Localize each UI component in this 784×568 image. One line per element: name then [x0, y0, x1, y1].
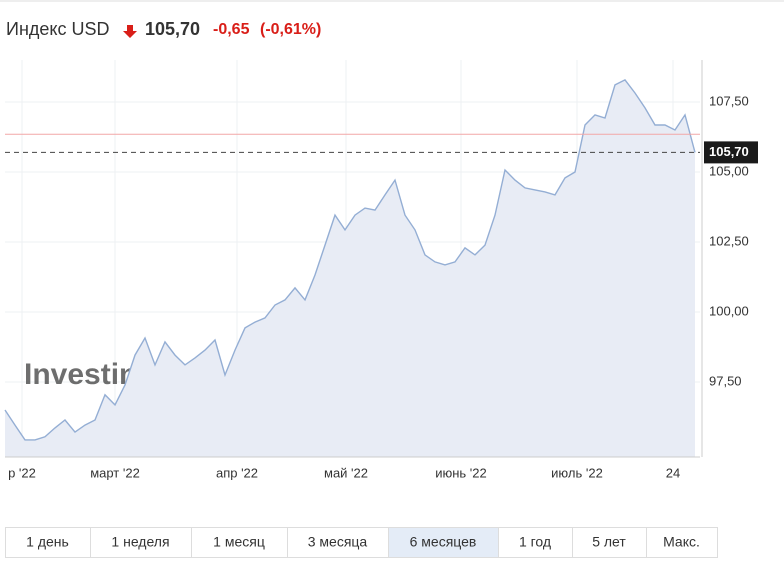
period-label[interactable]: 1 день	[26, 534, 69, 550]
x-tick-label: р '22	[8, 465, 36, 480]
price-line	[4, 79, 696, 441]
period-button[interactable]	[90, 527, 192, 558]
change-pct: (-0,61%)	[260, 21, 321, 38]
period-label[interactable]: 5 лет	[592, 534, 626, 550]
x-tick-label: 24	[666, 465, 680, 480]
x-tick-label: март '22	[90, 465, 140, 480]
title: Индекс USD	[6, 19, 109, 39]
period-label[interactable]: Макс.	[663, 534, 700, 550]
y-tick-label: 97,50	[709, 373, 742, 388]
x-tick-label: июнь '22	[435, 465, 487, 480]
y-tick-label: 100,00	[709, 303, 749, 318]
period-button[interactable]	[191, 527, 288, 558]
period-button[interactable]	[572, 527, 647, 558]
y-tick-label: 107,50	[709, 93, 749, 108]
period-button[interactable]	[646, 527, 718, 558]
last-price-box	[704, 141, 758, 164]
period-button[interactable]	[498, 527, 573, 558]
last-price-label: 105,70	[709, 144, 749, 159]
period-label[interactable]: 1 месяц	[213, 534, 265, 550]
y-tick-label: 102,50	[709, 233, 749, 248]
price: 105,70	[145, 19, 200, 39]
period-label[interactable]: 1 год	[519, 534, 551, 550]
x-tick-label: апр '22	[216, 465, 258, 480]
period-label[interactable]: 6 месяцев	[410, 534, 477, 550]
period-button[interactable]	[287, 527, 389, 558]
area-fill	[5, 79, 695, 458]
period-label[interactable]: 1 неделя	[111, 534, 169, 550]
x-tick-label: май '22	[324, 465, 368, 480]
y-tick-label: 105,00	[709, 163, 749, 178]
x-tick-label: июль '22	[551, 465, 603, 480]
down-arrow	[123, 25, 137, 38]
period-button[interactable]	[5, 527, 91, 558]
change: -0,65	[213, 21, 250, 38]
period-label[interactable]: 3 месяца	[308, 534, 368, 550]
